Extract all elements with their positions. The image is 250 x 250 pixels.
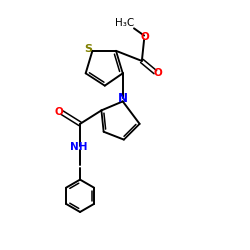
Text: NH: NH <box>70 142 88 152</box>
Text: O: O <box>141 32 150 42</box>
Text: N: N <box>118 92 128 104</box>
Text: O: O <box>54 106 63 117</box>
Text: S: S <box>84 44 92 54</box>
Text: H₃C: H₃C <box>116 18 134 28</box>
Text: O: O <box>154 68 163 78</box>
